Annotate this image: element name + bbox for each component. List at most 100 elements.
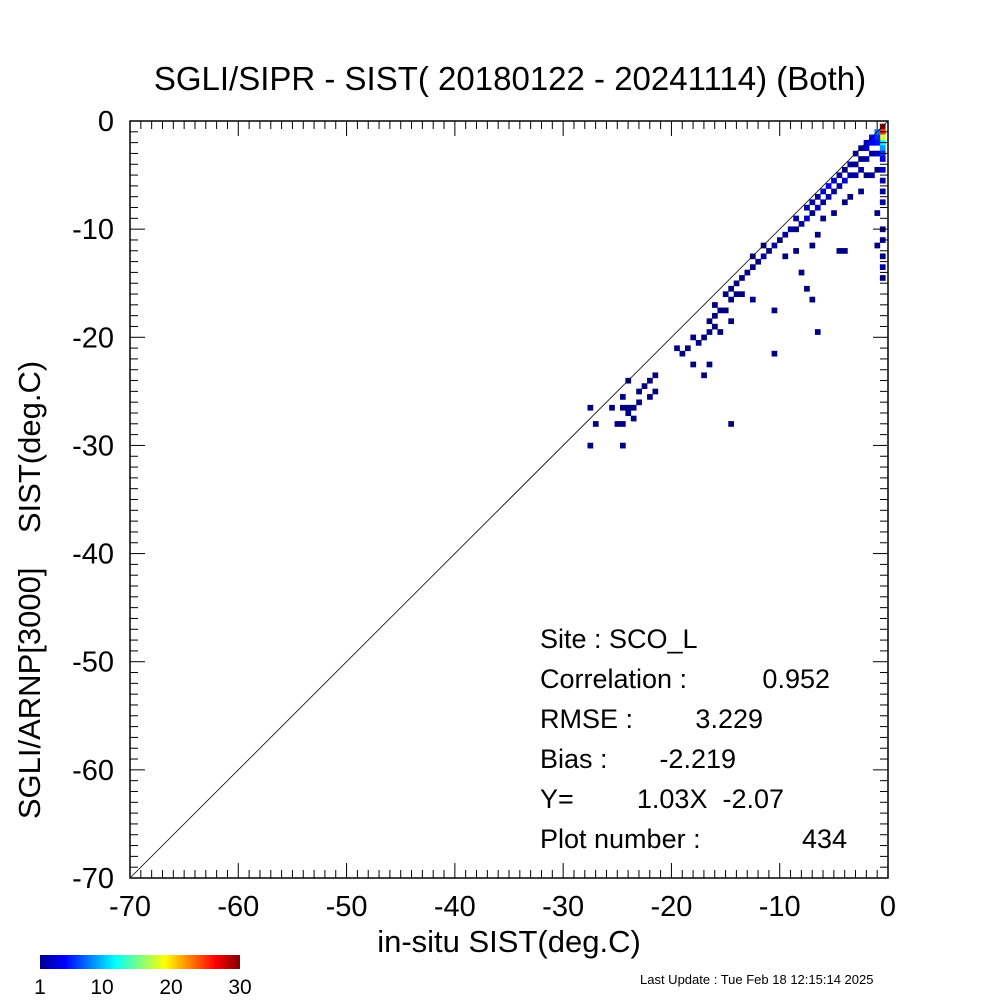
density-cell: [809, 199, 816, 206]
y-tick-label: -40: [72, 539, 114, 571]
density-cell: [777, 237, 783, 243]
density-cell: [869, 172, 875, 179]
density-cell: [728, 421, 734, 427]
density-cell: [619, 442, 626, 449]
y-tick-label: 0: [98, 106, 114, 138]
density-cell: [647, 394, 653, 400]
density-cell: [609, 404, 615, 411]
stat-site: Site : SCO_L: [540, 624, 698, 654]
density-cell: [879, 166, 886, 173]
density-cell: [766, 248, 772, 254]
density-cells: [587, 123, 886, 449]
density-cell: [879, 264, 886, 270]
density-cell: [809, 210, 816, 216]
colorbar-tick-labels: 1 10 20 30: [34, 976, 252, 999]
density-cell: [820, 199, 827, 206]
stat-regression-label: Y=: [540, 784, 574, 814]
density-cell: [874, 139, 881, 146]
density-cell: [793, 226, 799, 233]
colorbar-tick-label: 20: [159, 976, 182, 999]
density-cell: [804, 285, 810, 292]
density-cell: [619, 404, 626, 411]
density-cell: [782, 253, 789, 260]
x-tick-label: -40: [434, 891, 476, 923]
density-cell: [825, 194, 832, 200]
y-axis-tick-labels: -70 -60 -50 -40 -30 -20 -10 0: [72, 106, 114, 895]
stat-correlation-label: Correlation :: [540, 664, 687, 694]
density-cell: [863, 156, 870, 162]
density-cell: [771, 307, 778, 314]
density-cell: [760, 253, 767, 260]
density-cell: [712, 312, 718, 319]
density-cell: [619, 421, 626, 427]
density-cell: [625, 404, 632, 411]
density-cell: [841, 177, 848, 184]
density-cell: [879, 188, 886, 195]
density-cell: [809, 242, 816, 249]
colorbar-tick-label: 10: [90, 976, 113, 999]
x-tick-label: 0: [880, 891, 896, 923]
density-cell: [706, 318, 713, 325]
density-cell: [722, 307, 729, 314]
y-tick-label: -10: [72, 214, 114, 246]
density-cell: [820, 215, 827, 222]
colorbar-tick-label: 30: [228, 976, 251, 999]
density-cell: [809, 296, 816, 303]
density-cell: [587, 442, 594, 449]
density-cell: [712, 323, 718, 330]
density-cell: [836, 248, 843, 254]
density-cell: [636, 388, 642, 395]
density-cell: [706, 361, 713, 368]
density-cell: [879, 177, 886, 184]
density-cell: [684, 345, 691, 352]
density-cell: [679, 350, 686, 357]
density-cell: [739, 275, 745, 281]
stat-correlation-value: 0.952: [762, 664, 830, 694]
one-to-one-line: [129, 120, 889, 879]
density-cell: [695, 339, 702, 346]
density-cell: [787, 226, 794, 233]
density-cell: [847, 194, 854, 200]
density-cell: [874, 134, 881, 141]
density-cell: [874, 150, 881, 157]
y-axis-label: SGLI/ARNP[3000] SIST(deg.C): [12, 361, 47, 819]
density-cell: [831, 188, 837, 195]
y-tick-label: -70: [72, 863, 114, 895]
density-cell: [836, 172, 843, 179]
density-cell: [717, 329, 724, 335]
density-cell: [592, 421, 599, 427]
x-axis-label: in-situ SIST(deg.C): [377, 924, 641, 959]
colorbar: [40, 955, 240, 969]
density-cell: [879, 156, 886, 162]
density-cell: [771, 242, 778, 249]
density-cell: [749, 296, 756, 303]
density-cell: [793, 248, 799, 254]
density-cell: [879, 199, 886, 206]
density-cell: [630, 404, 637, 411]
density-cell: [739, 291, 745, 298]
density-cell: [879, 253, 886, 260]
stat-plot-number-value: 434: [802, 824, 847, 854]
stat-bias-label: Bias :: [540, 744, 608, 774]
density-cell: [755, 258, 762, 265]
density-cell: [690, 361, 697, 368]
stat-rmse-label: RMSE :: [540, 704, 633, 734]
y-tick-label: -50: [72, 647, 114, 679]
density-cell: [814, 194, 821, 200]
y-tick-label: -60: [72, 755, 114, 787]
density-cell: [744, 269, 751, 276]
density-cell: [841, 199, 848, 206]
density-cell: [701, 372, 707, 379]
stat-rmse-value: 3.229: [695, 704, 763, 734]
density-cell: [728, 296, 734, 303]
density-cell: [728, 285, 734, 292]
density-cell: [641, 383, 648, 389]
density-cell: [652, 372, 659, 379]
y-tick-label: -30: [72, 430, 114, 462]
stat-regression-value: 1.03X -2.07: [637, 784, 784, 814]
density-cell: [804, 204, 810, 211]
x-tick-label: -20: [650, 891, 692, 923]
density-cell: [804, 215, 810, 222]
density-cell: [717, 307, 724, 314]
